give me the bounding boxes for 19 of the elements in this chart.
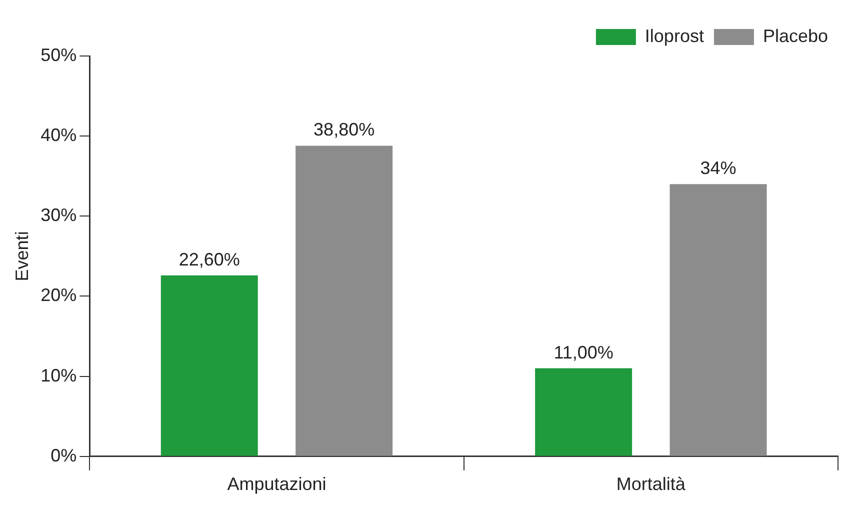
bar bbox=[535, 368, 632, 456]
data-label: 11,00% bbox=[554, 342, 614, 362]
y-tick-label: 50% bbox=[40, 44, 77, 65]
data-label: 34% bbox=[700, 158, 736, 178]
y-axis-title: Eventi bbox=[12, 231, 32, 282]
y-tick-label: 0% bbox=[50, 445, 77, 466]
data-label: 22,60% bbox=[178, 249, 240, 270]
y-tick-label: 20% bbox=[40, 285, 77, 306]
bar bbox=[160, 275, 258, 456]
bar bbox=[670, 184, 767, 456]
legend-label: Iloprost bbox=[644, 26, 704, 46]
bar bbox=[296, 146, 393, 456]
y-tick-label: 30% bbox=[40, 205, 77, 226]
data-label: 38,80% bbox=[314, 120, 375, 140]
x-tick-label: Mortalità bbox=[616, 474, 686, 494]
x-tick-label: Amputazioni bbox=[227, 474, 326, 494]
legend-label: Placebo bbox=[762, 26, 828, 46]
y-tick-label: 10% bbox=[40, 365, 77, 386]
y-tick-label: 40% bbox=[40, 125, 77, 146]
